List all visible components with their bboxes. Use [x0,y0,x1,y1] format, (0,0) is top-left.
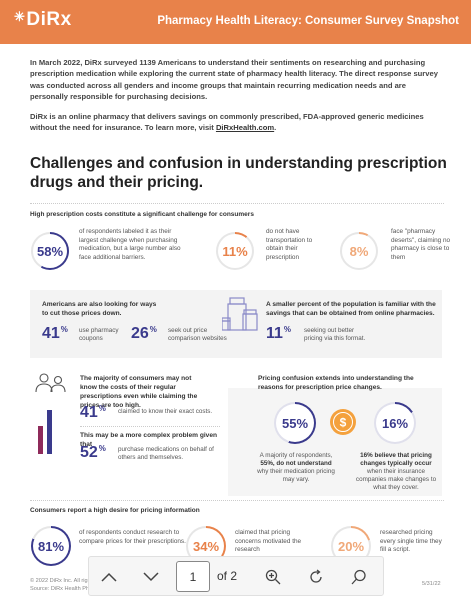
ring1-caption: A majority of respondents, 55%, do not u… [257,452,335,483]
divider [30,203,444,204]
stat-text: researched pricing every single time the… [380,529,442,554]
stat-41-percent-know: 41% [80,404,106,421]
dirx-website-link[interactable]: DiRxHealth.com [215,123,275,133]
page-title: Pharmacy Health Literacy: Consumer Surve… [157,15,459,27]
section3-right-heading: Pricing confusion extends into understan… [258,375,414,391]
rotate-icon [310,569,322,583]
zoom-in-icon [265,569,281,585]
intro-paragraph-2: DiRx is an online pharmacy that delivers… [30,112,424,133]
zoom-in-button[interactable] [261,565,285,589]
stat-52-percent: 52% [80,444,106,461]
headline: Challenges and confusion in understandin… [30,155,447,191]
rotate-button[interactable] [304,565,328,589]
search-icon [351,569,366,585]
pdf-toolbar: 1 of 2 [88,556,384,596]
panel-heading-left: Americans are also looking for ways to c… [42,301,157,317]
header-banner: ✳DiRx Pharmacy Health Literacy: Consumer… [0,0,471,44]
people-bar-icon [35,373,66,454]
page-number-input[interactable]: 1 [176,561,210,592]
panel-heading-right: A smaller percent of the population is f… [266,301,436,317]
stat-text: face "pharmacy deserts", claiming no pha… [391,228,451,261]
stat-text: claimed that pricing concerns motivated … [235,529,302,554]
stat-26-percent: 26% [131,325,157,342]
stat-label: purchase medications on behalf of others… [118,446,214,461]
stat-ring-8: 8% [340,232,378,270]
svg-text:$: $ [340,416,347,430]
stat-text: of respondents conduct research to compa… [79,529,186,545]
stat-ring-16: 16% [374,402,416,444]
stat-ring-55: 55% [274,402,316,444]
next-page-button[interactable] [139,565,163,589]
divider [80,426,220,427]
section3-left-text-1: The majority of consumers may not know t… [80,375,198,409]
stat-label: seeking out better pricing via this form… [304,327,366,342]
chevron-down-icon [143,572,159,582]
dollar-icon: $ [330,409,356,435]
stat-text: do not have transportation to obtain the… [266,228,313,261]
page-count-label: of 2 [217,569,238,583]
stat-41-percent: 41% [42,325,68,342]
stat-text: of respondents labeled it as their large… [79,228,181,261]
stat-ring-81: 81% [31,526,71,566]
stat-label: seek out price comparison websites [168,327,227,342]
divider [30,500,444,501]
chevron-up-icon [101,572,117,582]
search-button[interactable] [347,565,371,589]
intro-paragraph-1: In March 2022, DiRx surveyed 1139 Americ… [30,58,438,101]
stat-ring-11: 11% [216,232,254,270]
ring2-caption: 16% believe that pricing changes typical… [355,452,437,491]
savings-panel [30,290,442,358]
section4-label: Consumers report a high desire for prici… [30,507,200,514]
dirx-logo: ✳DiRx [14,9,72,30]
stat-11-percent: 11% [266,325,292,342]
section1-label: High prescription costs constitute a sig… [30,211,254,218]
footer-date: 5/31/22 [422,581,441,587]
section3-left-text-2: This may be a more complex problem given… [80,432,218,448]
previous-page-button[interactable] [97,565,121,589]
stat-label: use pharmacy coupons [79,327,119,342]
stat-label: claimed to know their exact costs. [118,408,213,415]
stat-ring-58: 58% [31,232,69,270]
pill-bottles-icon [222,297,258,331]
